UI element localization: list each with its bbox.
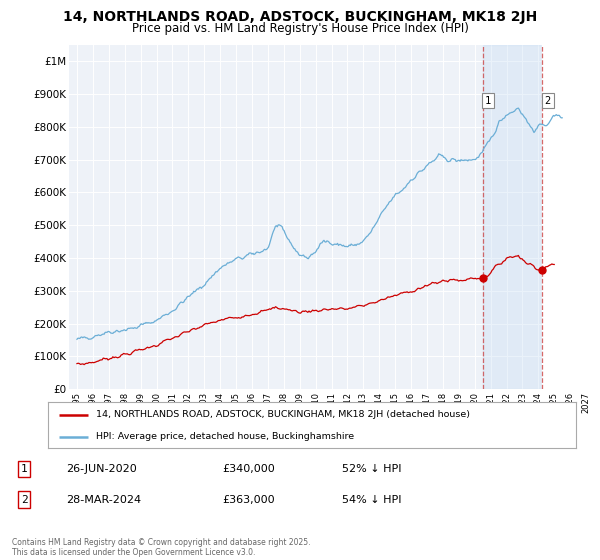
Text: HPI: Average price, detached house, Buckinghamshire: HPI: Average price, detached house, Buck… xyxy=(95,432,353,441)
Text: Contains HM Land Registry data © Crown copyright and database right 2025.
This d: Contains HM Land Registry data © Crown c… xyxy=(12,538,311,557)
Text: £340,000: £340,000 xyxy=(222,464,275,474)
Text: 28-MAR-2024: 28-MAR-2024 xyxy=(66,494,141,505)
Text: Price paid vs. HM Land Registry's House Price Index (HPI): Price paid vs. HM Land Registry's House … xyxy=(131,22,469,35)
Text: 14, NORTHLANDS ROAD, ADSTOCK, BUCKINGHAM, MK18 2JH: 14, NORTHLANDS ROAD, ADSTOCK, BUCKINGHAM… xyxy=(63,10,537,24)
Text: 54% ↓ HPI: 54% ↓ HPI xyxy=(342,494,401,505)
Text: 2: 2 xyxy=(545,96,551,106)
Text: 26-JUN-2020: 26-JUN-2020 xyxy=(66,464,137,474)
Text: 14, NORTHLANDS ROAD, ADSTOCK, BUCKINGHAM, MK18 2JH (detached house): 14, NORTHLANDS ROAD, ADSTOCK, BUCKINGHAM… xyxy=(95,410,470,419)
Text: 52% ↓ HPI: 52% ↓ HPI xyxy=(342,464,401,474)
Text: 1: 1 xyxy=(485,96,491,106)
Bar xyxy=(542,45,594,389)
Text: £363,000: £363,000 xyxy=(222,494,275,505)
Text: 2: 2 xyxy=(20,494,28,505)
Text: 1: 1 xyxy=(20,464,28,474)
Bar xyxy=(482,45,542,389)
